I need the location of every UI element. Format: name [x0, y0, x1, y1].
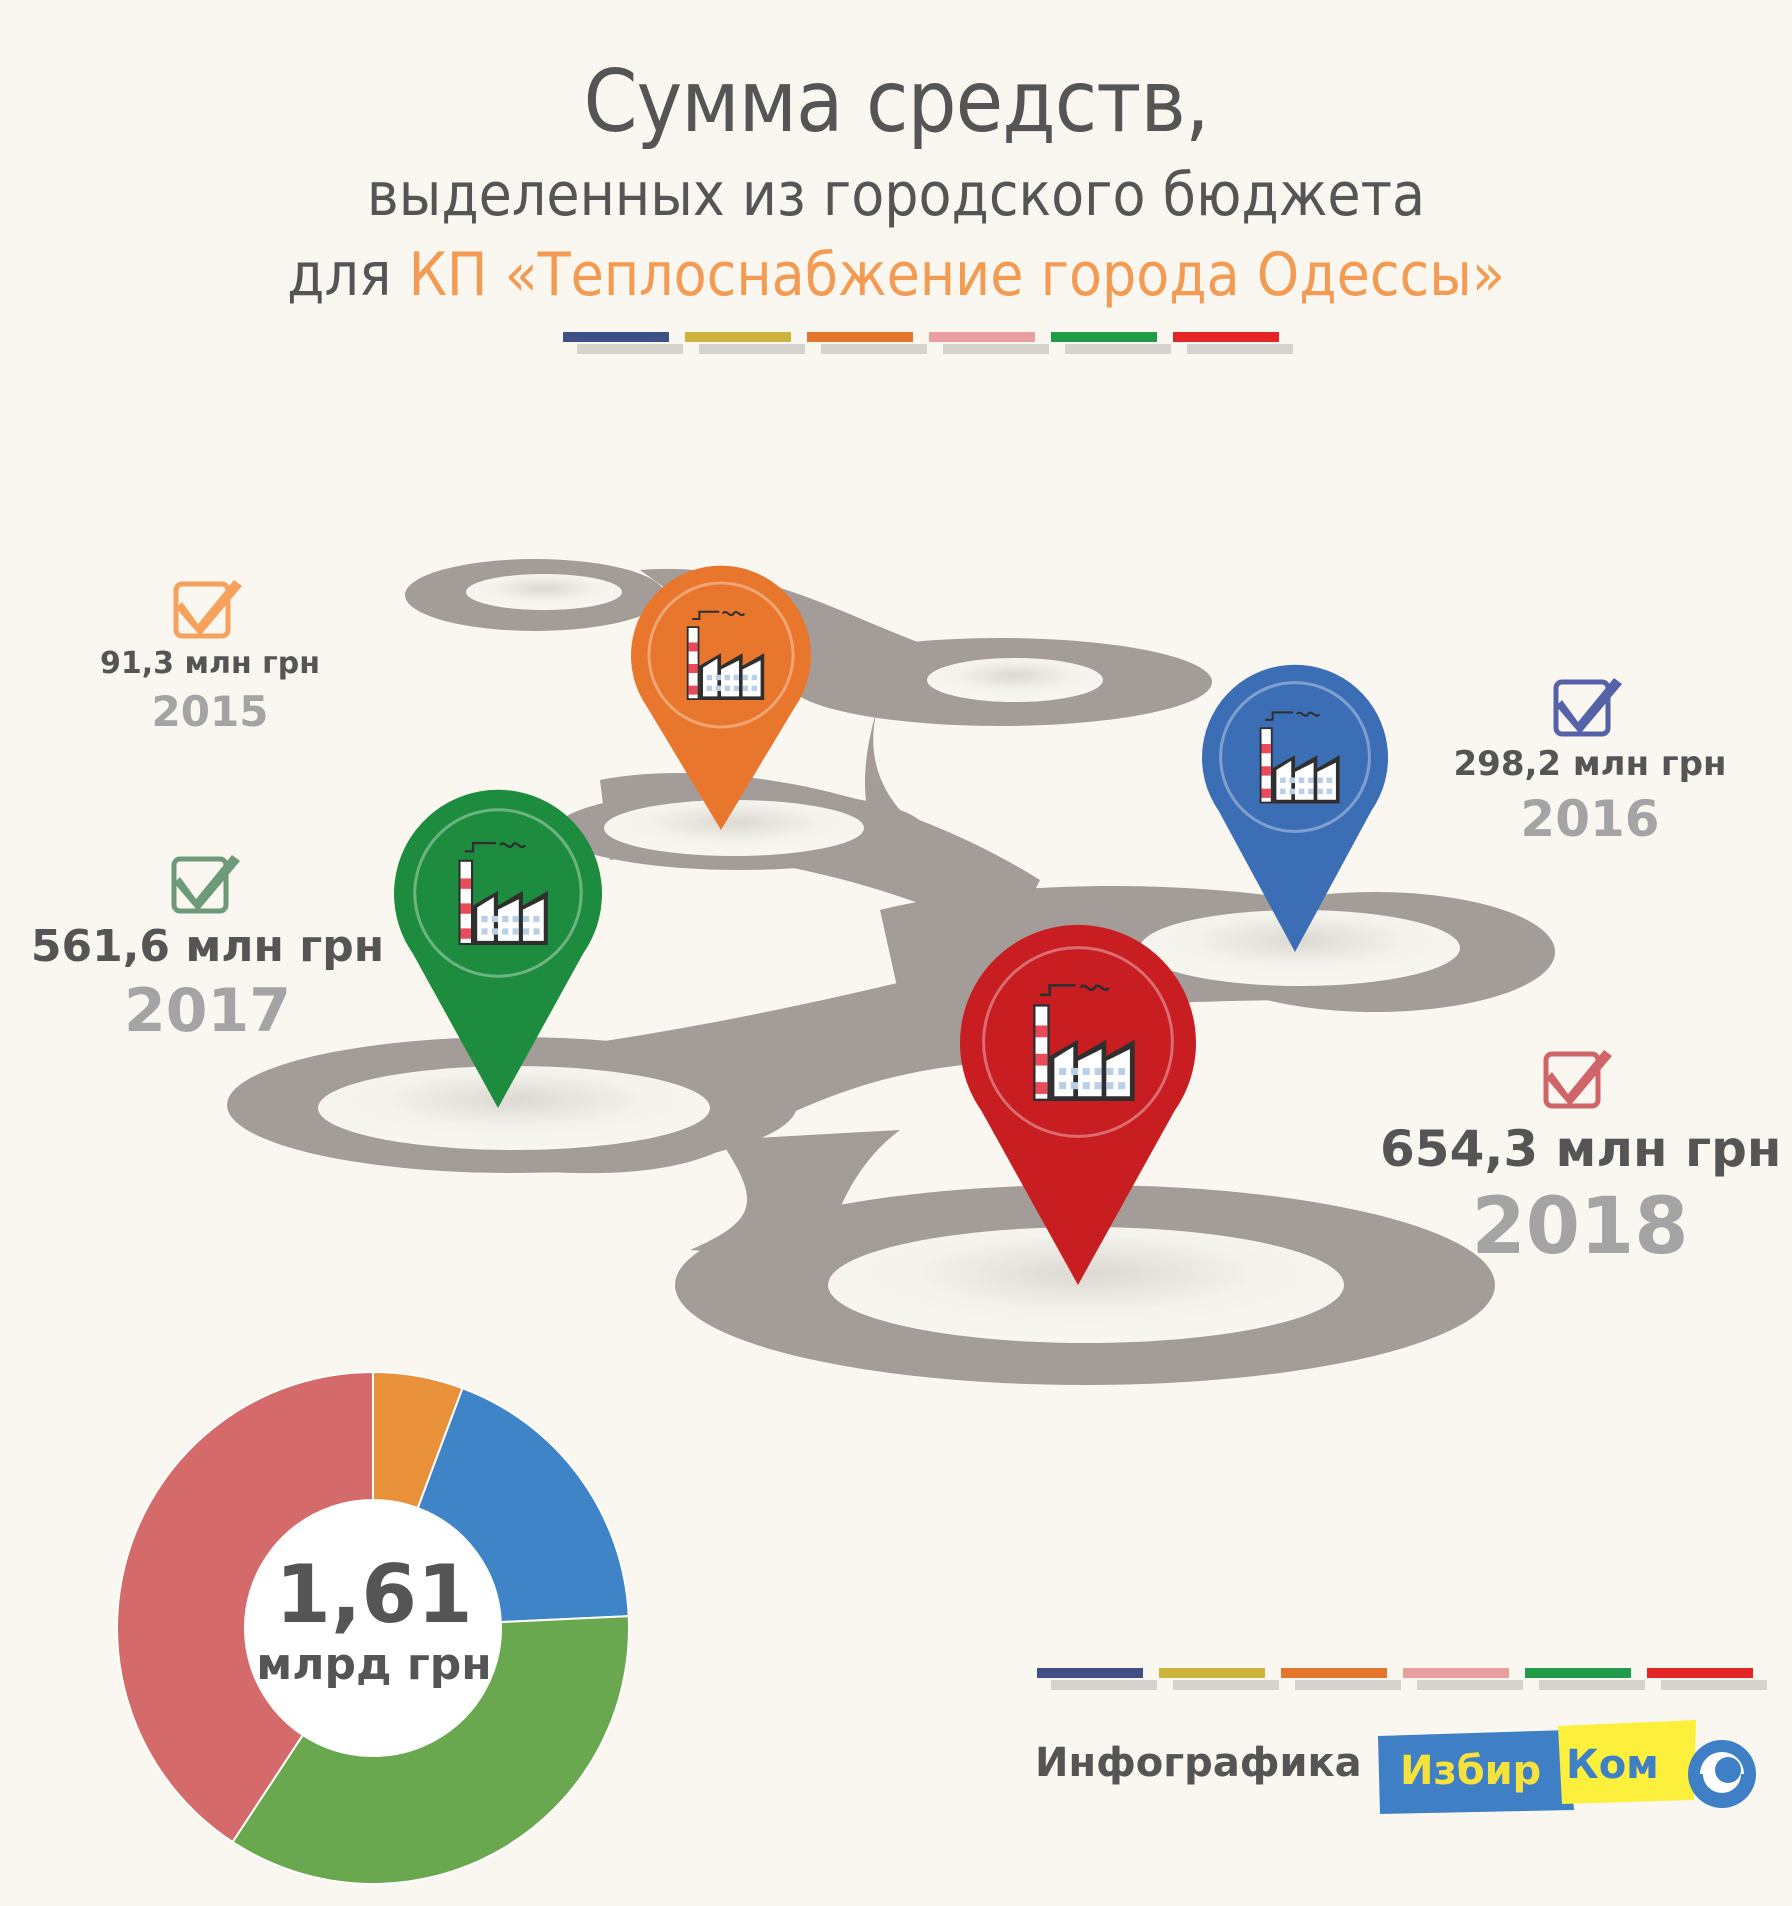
stripe-shadow — [1417, 1680, 1523, 1690]
title-prefix: для — [287, 240, 392, 310]
stripe — [685, 332, 791, 342]
pin-2017 — [394, 789, 602, 1108]
pin-2018 — [960, 924, 1196, 1285]
stripe-shadow — [1539, 1680, 1645, 1690]
donut-hole — [245, 1500, 501, 1756]
logo-text-part2: Ком — [1566, 1742, 1659, 1788]
amount-2018: 654,3 млн грн — [1380, 1120, 1782, 1178]
pin-2015 — [631, 565, 811, 830]
year-block-2018: 654,3 млн грн 2018 — [1380, 1040, 1782, 1272]
title-line-3: для КП «Теплоснабжение города Одессы» — [0, 240, 1792, 310]
stripe — [563, 332, 669, 342]
donut-center-label: 1,61 млрд грн — [244, 1550, 504, 1690]
title-line-2: выделенных из городского бюджета — [366, 160, 1426, 230]
factory-icon — [1033, 984, 1135, 1101]
check-icon — [1543, 1050, 1612, 1109]
stripe — [1159, 1668, 1265, 1678]
factory-icon — [1259, 711, 1340, 804]
stripe — [1281, 1668, 1387, 1678]
factory-icon — [686, 610, 765, 700]
stripe — [929, 332, 1035, 342]
stripe — [1525, 1668, 1631, 1678]
stripe — [1647, 1668, 1753, 1678]
credit-label: Инфографика — [1035, 1740, 1362, 1786]
stripe-shadow — [1187, 344, 1293, 354]
year-block-2015: 91,3 млн грн 2015 — [70, 570, 350, 736]
hole-top-right — [927, 658, 1103, 702]
stripe — [1403, 1668, 1509, 1678]
decorative-stripes-bottom — [1037, 1668, 1777, 1692]
stripe — [807, 332, 913, 342]
hole-2018-base — [828, 1227, 1344, 1343]
title-accent: КП «Теплоснабжение города Одессы» — [408, 240, 1505, 310]
year-2015: 2015 — [151, 687, 269, 736]
stripe-shadow — [1173, 1680, 1279, 1690]
stripe-shadow — [699, 344, 805, 354]
year-block-2017: 561,6 млн грн 2017 — [20, 845, 395, 1046]
stripe-shadow — [1295, 1680, 1401, 1690]
check-icon — [171, 855, 240, 914]
hole-2017-base — [318, 1066, 710, 1150]
factory-icon — [458, 841, 548, 945]
pin-2016 — [1202, 664, 1388, 952]
hole-2015-base — [604, 800, 864, 856]
check-icon — [173, 580, 242, 639]
decorative-stripes-top — [563, 332, 1303, 356]
stripe-shadow — [821, 344, 927, 354]
donut-total-value: 1,61 — [275, 1548, 473, 1641]
hole-2015-top — [466, 574, 622, 610]
donut-chart — [116, 1370, 630, 1885]
eye-icon — [1688, 1740, 1756, 1808]
stripe-shadow — [1661, 1680, 1767, 1690]
year-2018: 2018 — [1471, 1182, 1689, 1272]
stripe — [1173, 332, 1279, 342]
izbirkom-logo: Избир Ком — [1378, 1718, 1758, 1818]
donut-total-unit: млрд грн — [256, 1639, 492, 1690]
stripe-shadow — [943, 344, 1049, 354]
hole-2016-base — [1140, 910, 1460, 986]
amount-2015: 91,3 млн грн — [99, 646, 320, 681]
stripe-shadow — [1065, 344, 1171, 354]
logo-text-part1: Избир — [1400, 1748, 1541, 1794]
stripe-shadow — [1051, 1680, 1157, 1690]
check-icon — [1553, 678, 1622, 737]
year-2016: 2016 — [1520, 790, 1660, 848]
year-block-2016: 298,2 млн грн 2016 — [1420, 668, 1760, 848]
stripe — [1037, 1668, 1143, 1678]
stripe-shadow — [577, 344, 683, 354]
title-line-1: Сумма средств, — [583, 52, 1209, 152]
amount-2016: 298,2 млн грн — [1453, 744, 1727, 784]
year-2017: 2017 — [124, 976, 291, 1046]
amount-2017: 561,6 млн грн — [30, 921, 385, 972]
stripe — [1051, 332, 1157, 342]
